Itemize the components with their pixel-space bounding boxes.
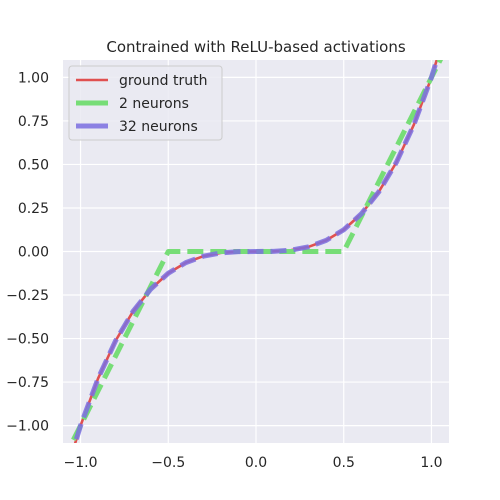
legend-label-0: ground truth (119, 73, 207, 89)
y-tick-label-7: −0.75 (6, 375, 49, 391)
x-tick-label-1: −0.5 (151, 455, 185, 471)
x-tick-label-0: −1.0 (64, 455, 98, 471)
y-tick-label-3: 0.25 (18, 201, 49, 217)
legend-label-2: 32 neurons (119, 119, 198, 135)
y-axis: 1.00 0.75 0.50 0.25 0.00 −0.25 −0.50 −0.75 −1.00 (6, 70, 49, 434)
x-axis: −1.0 −0.5 0.0 0.5 1.0 (64, 455, 443, 471)
legend-box (68, 65, 223, 141)
chart-title: Contrained with ReLU-based activations (106, 38, 405, 56)
x-tick-label-3: 0.5 (333, 455, 355, 471)
x-tick-label-2: 0.0 (245, 455, 267, 471)
y-tick-label-2: 0.50 (18, 157, 49, 173)
series-layer (68, 60, 444, 443)
y-tick-label-8: −1.00 (6, 419, 49, 435)
y-tick-label-6: −0.50 (6, 332, 49, 348)
legend: ground truth 2 neurons 32 neurons (68, 65, 223, 141)
y-tick-label-0: 1.00 (18, 70, 49, 86)
series-line-2 (72, 60, 440, 443)
y-tick-label-1: 0.75 (18, 114, 49, 130)
y-tick-label-5: −0.25 (6, 288, 49, 304)
y-tick-label-4: 0.00 (18, 245, 49, 261)
x-tick-label-4: 1.0 (420, 455, 442, 471)
series-line-1 (68, 60, 444, 443)
legend-label-1: 2 neurons (119, 96, 189, 112)
